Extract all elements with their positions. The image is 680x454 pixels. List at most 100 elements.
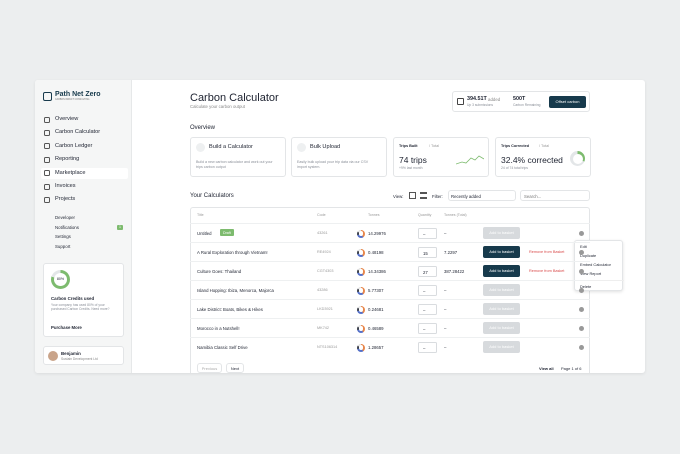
quantity-input[interactable]: –: [418, 228, 437, 239]
user-card[interactable]: Benjamin Sustain Development Ltd: [43, 346, 124, 365]
filter-select[interactable]: Recently added: [448, 190, 516, 201]
add-to-basket[interactable]: Add to basket: [483, 303, 520, 315]
row-code: 43286: [317, 288, 328, 292]
nav-item[interactable]: Marketplace: [41, 167, 128, 179]
search-box[interactable]: Search...: [520, 190, 590, 201]
row-code: RE4924: [317, 250, 331, 254]
row-tonnes: 1.28657: [368, 345, 384, 350]
row-total: 387.28422: [444, 269, 465, 274]
row-title[interactable]: A Rural Exploration through Vietnam!: [197, 250, 268, 255]
stat-remaining: 500T: [513, 96, 526, 102]
page-indicator: Page 1 of 6: [561, 366, 582, 371]
row-settings[interactable]: [579, 325, 584, 331]
nav-item[interactable]: Overview: [41, 114, 128, 125]
row-settings[interactable]: [579, 230, 584, 236]
nav-item[interactable]: Invoices: [41, 181, 128, 192]
menu-item[interactable]: Duplicate: [580, 253, 597, 258]
grid-view[interactable]: [409, 192, 416, 199]
list-view[interactable]: [420, 192, 427, 199]
view-all[interactable]: View all: [539, 366, 554, 371]
credits-title: Carbon Credits used: [51, 296, 95, 301]
calculators-title: Your Calculators: [190, 193, 234, 199]
purchase-more[interactable]: Purchase More: [51, 325, 82, 330]
menu-item[interactable]: Embed Calculator: [580, 262, 611, 267]
action-card[interactable]: Bulk Upload Easily bulk upload your trip …: [291, 137, 387, 177]
row-total: –: [444, 288, 447, 293]
action-card[interactable]: Build a Calculator Build a new carbon cal…: [190, 137, 286, 177]
previous-button[interactable]: Previous: [197, 363, 222, 373]
table-row: Untitled Draft 43261 14.29976 – – Add to baske…: [190, 223, 590, 242]
quantity-input[interactable]: –: [418, 304, 437, 315]
add-to-basket[interactable]: Add to basket: [483, 322, 520, 334]
row-settings[interactable]: [579, 249, 584, 255]
row-title[interactable]: Lake District: Boats, Bikes & Hikes: [197, 307, 263, 312]
nav-icon: [44, 196, 50, 203]
column-header: Title: [197, 213, 204, 217]
row-tonnes: 0.46589: [368, 326, 384, 331]
row-menu: Edit Duplicate Embed Calculator View Report…: [574, 240, 624, 291]
row-title[interactable]: Morocco in a Nutshell!: [197, 326, 240, 331]
page-subtitle: Calculate your carbon output: [190, 104, 245, 109]
row-total: –: [444, 345, 447, 350]
table-row: Culture Goes: Thailand CGT4303 14.34386 27 3…: [190, 261, 590, 280]
overview-title: Overview: [190, 125, 216, 131]
tonnes-ring: [357, 343, 365, 352]
row-title[interactable]: Untitled: [197, 231, 212, 236]
add-to-basket[interactable]: Add to basket: [483, 246, 520, 258]
next-button[interactable]: Next: [226, 363, 244, 373]
offset-button[interactable]: Offset carbon: [549, 96, 586, 108]
quantity-input[interactable]: –: [418, 323, 437, 334]
row-title[interactable]: Culture Goes: Thailand: [197, 269, 242, 274]
tonnes-ring: [357, 324, 365, 333]
subnav-item[interactable]: Developer: [55, 215, 76, 220]
add-to-basket[interactable]: Add to basket: [483, 265, 520, 277]
nav-item[interactable]: Carbon Calculator: [41, 127, 128, 138]
table-row: Morocco in a Nutshell! MK742 0.46589 – – Add …: [190, 318, 590, 337]
nav-item[interactable]: Projects: [41, 194, 128, 205]
table-row: Namibia Classic Self Drive NTS106314 1.286…: [190, 337, 590, 356]
row-settings[interactable]: [579, 287, 584, 293]
subnav-item[interactable]: Support: [55, 244, 71, 250]
quantity-input[interactable]: –: [418, 285, 437, 296]
sidebar: Path Net Zero CARBON IMPACT CONSULTING 8…: [35, 80, 132, 373]
row-settings[interactable]: [579, 306, 584, 312]
nav-item[interactable]: Carbon Ledger: [41, 141, 128, 152]
row-code: LKD3921: [317, 307, 333, 311]
row-code: MK742: [317, 326, 330, 330]
quantity-input[interactable]: –: [418, 342, 437, 353]
subnav-item[interactable]: Settings: [55, 234, 71, 240]
menu-item[interactable]: Delete: [580, 284, 592, 289]
remove-from-basket[interactable]: Remove from Basket: [529, 269, 565, 273]
row-total: 7.2297: [444, 250, 458, 255]
remove-from-basket[interactable]: Remove from Basket: [529, 250, 565, 254]
menu-item[interactable]: View Report: [580, 271, 602, 276]
stats-icon: [457, 98, 464, 105]
row-settings[interactable]: [579, 344, 584, 350]
stat-added-label: added: [488, 97, 501, 102]
app-window: Path Net Zero CARBON IMPACT CONSULTING 8…: [35, 80, 645, 373]
credits-text: Your company has used 80% of your purcha…: [51, 303, 110, 312]
filter-value: Recently added: [451, 194, 481, 199]
menu-item[interactable]: Edit: [580, 244, 587, 249]
quantity-input[interactable]: 27: [418, 266, 437, 277]
add-to-basket[interactable]: Add to basket: [483, 341, 520, 353]
row-tonnes: 14.34386: [368, 269, 386, 274]
subnav-item[interactable]: Notifications: [55, 224, 79, 230]
table-row: Lake District: Boats, Bikes & Hikes LKD39…: [190, 299, 590, 318]
brand-tagline: CARBON IMPACT CONSULTING: [55, 99, 90, 101]
quantity-input[interactable]: 15: [418, 247, 437, 258]
add-to-basket[interactable]: Add to basket: [483, 284, 520, 296]
view-label: View:: [393, 194, 404, 199]
row-total: –: [444, 231, 447, 236]
menu-divider: [575, 280, 624, 281]
row-title[interactable]: Namibia Classic Self Drive: [197, 345, 248, 350]
add-to-basket[interactable]: Add to basket: [483, 227, 520, 239]
column-header: Tonnes: [368, 213, 380, 217]
row-settings[interactable]: [579, 268, 584, 274]
metric-label: Trips Built: [399, 144, 418, 148]
metric-total: / Total: [429, 144, 440, 148]
row-title[interactable]: Island Hopping: Ibiza, Menorca, Majorca: [197, 288, 274, 293]
user-name: Benjamin: [61, 351, 81, 356]
draft-tag: Draft: [220, 229, 234, 236]
nav-item[interactable]: Reporting: [41, 154, 128, 165]
